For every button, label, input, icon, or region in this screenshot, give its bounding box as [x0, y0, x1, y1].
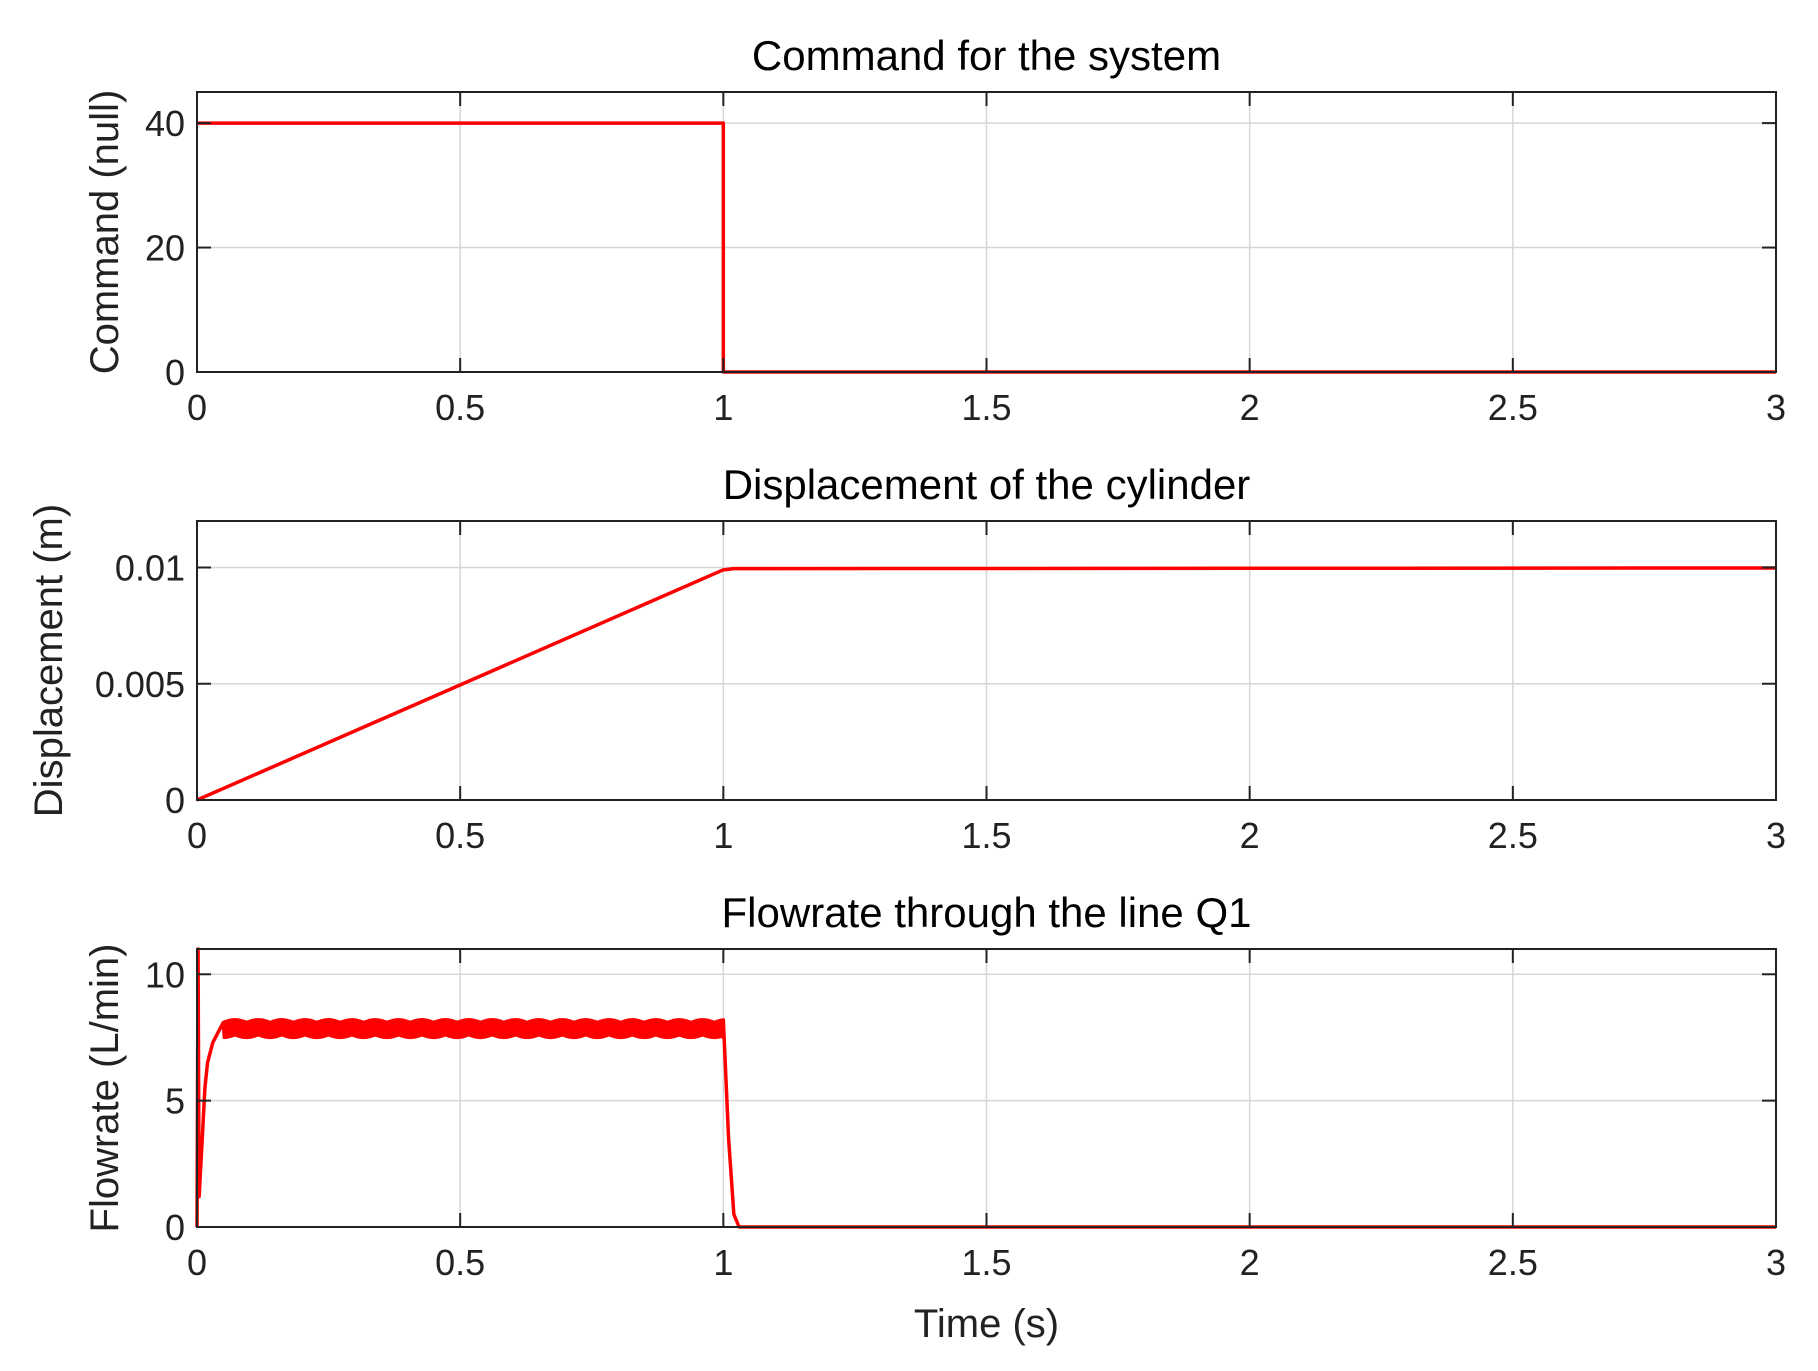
x-tick-label: 0.5 — [435, 815, 485, 856]
y-tick-label: 0.01 — [115, 548, 185, 589]
x-tick-label: 2 — [1240, 1242, 1260, 1283]
x-tick-label: 3 — [1766, 815, 1786, 856]
x-tick-label: 1.5 — [961, 387, 1011, 428]
y-tick-label: 20 — [145, 228, 185, 269]
subplot-3: 0 0.5 1 1.5 2 2.5 3 0 5 10 Flowrate through the li… — [83, 889, 1786, 1346]
x-tick-label: 1.5 — [961, 815, 1011, 856]
y-tick-label: 0.005 — [95, 664, 185, 705]
x-tick-label: 2.5 — [1488, 387, 1538, 428]
y-tick-label: 0 — [165, 352, 185, 393]
subplot-title: Displacement of the cylinder — [723, 461, 1251, 508]
x-tick-label: 3 — [1766, 387, 1786, 428]
x-tick-label: 2.5 — [1488, 815, 1538, 856]
x-tick-label: 2.5 — [1488, 1242, 1538, 1283]
series-line-1 — [195, 947, 1776, 1229]
y-tick-label: 0 — [165, 1207, 185, 1248]
x-tick-label: 3 — [1766, 1242, 1786, 1283]
subplot-title: Flowrate through the line Q1 — [722, 889, 1252, 936]
y-axis-label: Command (null) — [83, 90, 127, 375]
x-tick-label: 0.5 — [435, 387, 485, 428]
series-line-1 — [196, 566, 1777, 802]
subplot-2: 0 0.5 1 1.5 2 2.5 3 0 0.005 0.01 Displacement of t… — [27, 461, 1786, 856]
y-tick-label: 5 — [165, 1081, 185, 1122]
x-tick-label: 2 — [1240, 387, 1260, 428]
x-axis-label: Time (s) — [914, 1302, 1059, 1346]
y-axis-label: Displacement (m) — [27, 504, 71, 817]
x-tick-label: 0 — [187, 1242, 207, 1283]
x-tick-label: 2 — [1240, 815, 1260, 856]
y-axis-label: Flowrate (L/min) — [83, 944, 127, 1233]
x-tick-label: 1 — [713, 1242, 733, 1283]
x-tick-label: 0.5 — [435, 1242, 485, 1283]
subplot-1: 0 0.5 1 1.5 2 2.5 3 0 20 40 Command for the system… — [83, 32, 1786, 428]
y-tick-label: 0 — [165, 780, 185, 821]
x-tick-label: 1 — [713, 387, 733, 428]
subplot-title: Command for the system — [752, 32, 1221, 79]
x-tick-label: 0 — [187, 387, 207, 428]
x-tick-label: 1.5 — [961, 1242, 1011, 1283]
y-tick-label: 40 — [145, 103, 185, 144]
x-tick-label: 1 — [713, 815, 733, 856]
x-tick-label: 0 — [187, 815, 207, 856]
y-tick-label: 10 — [145, 954, 185, 995]
